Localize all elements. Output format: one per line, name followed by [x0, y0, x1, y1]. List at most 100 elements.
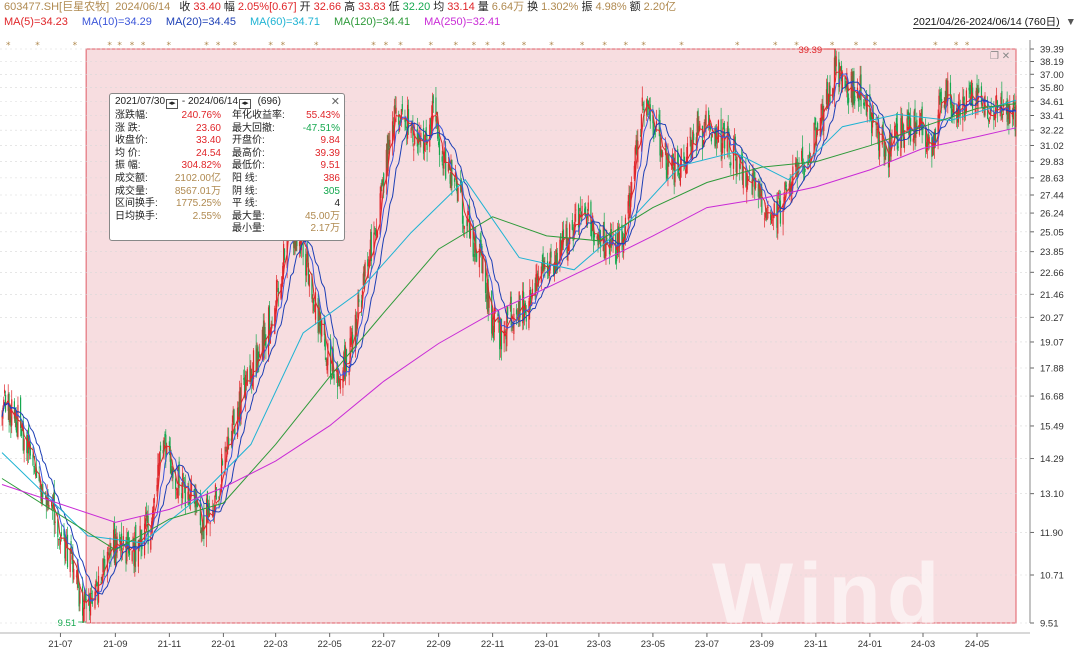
range-start-stepper-icon[interactable]: ◂▸: [166, 99, 179, 109]
candle-body: [449, 174, 451, 184]
x-tick-label: 24-05: [965, 639, 989, 650]
event-marker-icon: *: [472, 41, 477, 51]
candle-body: [945, 79, 947, 102]
candle-body: [184, 484, 186, 507]
candle-body: [139, 525, 141, 537]
stock-code[interactable]: 603477.SH[巨星农牧]: [4, 1, 110, 13]
candle-body: [238, 391, 240, 422]
close-icon[interactable]: ✕: [330, 96, 340, 108]
candle-body: [283, 243, 285, 274]
ma-legend-item-3[interactable]: MA(60)=34.71: [249, 16, 320, 28]
candle-body: [535, 274, 537, 290]
stats-label: 成交额:: [115, 172, 148, 184]
candle-body: [38, 472, 40, 481]
candle-body: [919, 118, 921, 124]
candle-body: [554, 261, 556, 273]
candle-body: [376, 229, 378, 236]
candle-body: [389, 139, 391, 146]
candle-body: [500, 318, 503, 350]
candle-body: [543, 260, 545, 267]
candle-body: [908, 113, 910, 135]
candle-body: [927, 133, 929, 146]
candle-body: [689, 136, 691, 138]
ma-legend-item-2[interactable]: MA(20)=34.45: [165, 16, 236, 28]
panel-window-buttons[interactable]: ❐ ✕: [990, 51, 1011, 62]
candle-body: [8, 393, 10, 423]
event-marker-icon: *: [580, 41, 585, 51]
candle-body: [437, 122, 439, 139]
range-end-stepper-icon[interactable]: ◂▸: [239, 99, 252, 109]
quote-value-2: 32.66: [313, 1, 342, 13]
candle-body: [801, 146, 804, 167]
ma-legend-item-4[interactable]: MA(120)=34.41: [333, 16, 411, 28]
stats-label: 成交量:: [115, 185, 148, 197]
candle-body: [45, 497, 47, 507]
candle-body: [665, 148, 667, 170]
candle-body: [252, 350, 255, 379]
x-tick-label: 21-07: [48, 639, 72, 650]
chevron-down-icon: ▼: [1065, 16, 1076, 28]
candle-body: [733, 138, 735, 141]
candle-body: [404, 119, 406, 122]
ma-legend-item-0[interactable]: MA(5)=34.23: [4, 16, 68, 28]
candle-body: [34, 467, 36, 473]
candle-body: [370, 231, 372, 262]
ma-legend-item-1[interactable]: MA(10)=34.29: [81, 16, 152, 28]
candle-body: [205, 498, 208, 536]
candle-body: [147, 515, 149, 545]
stats-panel-body: 涨跌幅: 240.76% 涨 跌: 23.60 收盘价: 33.40 均 价: 24.54 振 …: [110, 110, 344, 238]
y-tick-label: 16.68: [1040, 392, 1064, 403]
candle-body: [472, 222, 474, 257]
stats-value: 9.84: [320, 135, 340, 147]
candle-body: [745, 169, 747, 187]
candle-body: [906, 118, 908, 130]
candle-body: [975, 90, 977, 105]
event-marker-icon: *: [549, 41, 554, 51]
stats-row-right-9: 最小量: 2.17万: [232, 223, 340, 236]
ma-legend-item-5[interactable]: MA(250)=32.41: [424, 16, 501, 28]
ma20-line: [1, 80, 1017, 595]
candle-body: [29, 444, 31, 456]
candle-body: [492, 325, 495, 339]
candle-body: [925, 128, 927, 147]
x-tick-label: 23-11: [804, 639, 828, 650]
candle-body: [636, 139, 638, 156]
candle-body: [529, 290, 531, 308]
candle-body: [709, 126, 712, 130]
stats-label: 阴 线:: [232, 185, 258, 197]
candle-body: [870, 116, 872, 121]
candle-body: [75, 575, 77, 577]
event-marker-icon: *: [873, 41, 878, 51]
candle-body: [641, 97, 643, 107]
candle-body: [35, 473, 37, 476]
candle-body: [877, 126, 879, 134]
candle-body: [473, 253, 475, 257]
candle-body: [653, 121, 655, 139]
y-tick-label: 38.19: [1040, 57, 1064, 68]
y-tick-label: 37.00: [1040, 70, 1064, 81]
candle-body: [263, 320, 265, 359]
candle-body: [221, 460, 224, 465]
x-tick-label: 23-07: [695, 639, 719, 650]
candle-body: [612, 232, 614, 242]
candle-body: [133, 541, 135, 566]
candle-body: [809, 151, 811, 163]
candle-body: [604, 251, 606, 259]
candle-body: [343, 352, 345, 377]
y-tick-label: 19.07: [1040, 337, 1064, 348]
y-tick-label: 28.63: [1040, 173, 1064, 184]
date-range-selector[interactable]: 2021/04/26-2024/06/14 (760日) ▼: [880, 15, 1080, 29]
candle-body: [493, 307, 495, 333]
candle-body: [702, 140, 704, 146]
candle-body: [517, 310, 519, 317]
candle-body: [70, 541, 72, 554]
candle-body: [159, 445, 162, 451]
candle-body: [140, 530, 142, 548]
candle-body: [120, 533, 123, 551]
candle-body: [863, 102, 866, 106]
candle-body: [672, 153, 674, 163]
candle-body: [387, 135, 389, 172]
candle-body: [499, 318, 501, 350]
event-marker-icon: *: [454, 41, 459, 51]
candle-body: [176, 491, 178, 496]
